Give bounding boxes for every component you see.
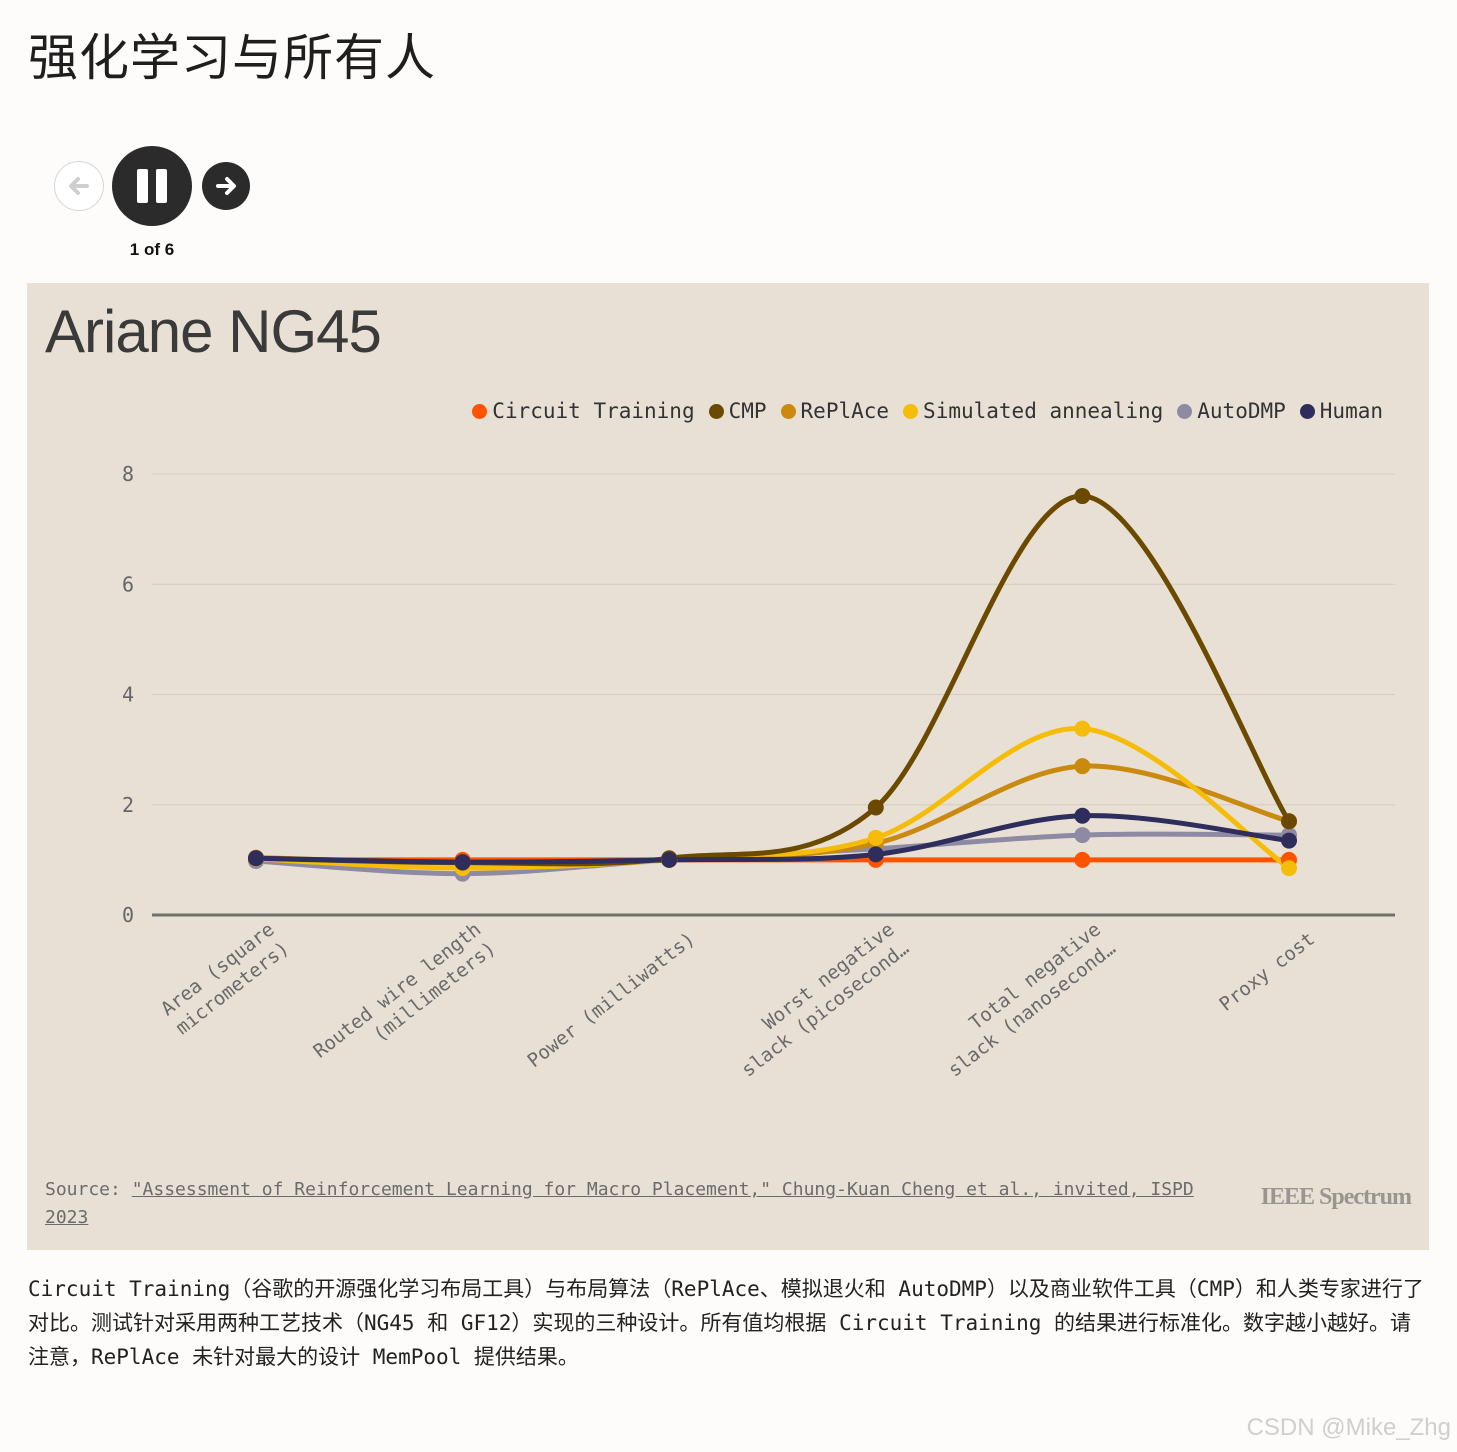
line-chart: 0 2 4 6 8 Area (squaremicrometers) Routed wire…	[122, 462, 1395, 1081]
data-point	[248, 850, 264, 867]
y-tick-label: 0	[122, 903, 134, 927]
legend-item[interactable]: Circuit Training	[472, 399, 695, 423]
series-line	[253, 763, 1292, 866]
data-point	[867, 846, 884, 863]
x-tick-label-line: Routed wire length	[309, 918, 485, 1062]
x-tick-label: Routed wire length(millimeters)	[309, 918, 500, 1081]
data-point	[1074, 851, 1091, 868]
x-tick-label-line: Power (milliwatts)	[523, 928, 699, 1072]
data-point	[1074, 488, 1091, 505]
legend-label: CMP	[728, 399, 767, 423]
arrow-right-icon	[216, 177, 236, 195]
data-point	[867, 799, 884, 816]
x-tick-label: Area (squaremicrometers)	[157, 918, 293, 1039]
chart-card: Ariane NG45 Circuit Training CMP RePlAce Si…	[27, 283, 1429, 1250]
data-point	[867, 829, 884, 846]
y-tick-label: 2	[122, 793, 134, 817]
data-point	[1281, 832, 1297, 849]
chart-legend: Circuit Training CMP RePlAce Simulated anne…	[472, 399, 1383, 423]
legend-swatch	[708, 403, 724, 419]
x-tick-label-line: slack (picosecond…	[737, 937, 913, 1081]
x-tick-label-line: slack (nanosecond…	[944, 937, 1120, 1081]
legend-item[interactable]: RePlAce	[780, 399, 890, 423]
pause-button[interactable]	[112, 146, 192, 226]
x-tick-label-line: Proxy cost	[1215, 928, 1319, 1016]
source-link[interactable]: "Assessment of Reinforcement Learning fo…	[45, 1179, 1194, 1228]
data-point	[1281, 813, 1297, 830]
data-point	[661, 851, 678, 868]
figure-caption: Circuit Training（谷歌的开源强化学习布局工具）与布局算法（ReP…	[28, 1277, 1424, 1369]
page-title: 强化学习与所有人	[28, 29, 436, 87]
legend-label: RePlAce	[800, 399, 890, 423]
legend-label: Human	[1319, 399, 1383, 423]
data-point	[454, 854, 471, 871]
data-point	[1074, 758, 1091, 775]
y-tick-label: 4	[122, 683, 134, 707]
x-tick-label: Proxy cost	[1215, 928, 1319, 1016]
ieee-spectrum-logo: IEEE Spectrum	[1260, 1184, 1412, 1210]
series-line	[253, 726, 1292, 871]
legend-item[interactable]: AutoDMP	[1177, 399, 1286, 423]
legend-label: AutoDMP	[1197, 399, 1286, 423]
legend-swatch	[472, 403, 488, 419]
legend-swatch	[780, 403, 796, 419]
legend-swatch	[903, 403, 919, 419]
chart-title: Ariane NG45	[45, 298, 382, 365]
data-point	[1281, 860, 1297, 877]
next-button[interactable]	[202, 162, 250, 210]
x-tick-label: Total negativeslack (nanosecond…	[929, 918, 1120, 1081]
data-point	[1074, 827, 1091, 844]
watermark: CSDN @Mike_Zhg	[1246, 1414, 1451, 1441]
source-prefix: Source:	[45, 1179, 132, 1200]
legend-label: Circuit Training	[492, 399, 695, 423]
x-tick-label: Power (milliwatts)	[523, 928, 699, 1072]
legend-item[interactable]: Simulated annealing	[903, 399, 1163, 423]
data-point	[1074, 720, 1091, 737]
chart-source: Source: "Assessment of Reinforcement Lea…	[45, 1176, 1225, 1232]
slide-counter: 1 of 6	[129, 240, 175, 259]
series-line	[253, 493, 1292, 867]
legend-item[interactable]: CMP	[708, 399, 767, 423]
y-tick-label: 6	[122, 572, 134, 596]
slideshow-controls: 1 of 6	[54, 146, 254, 266]
prev-button[interactable]	[54, 161, 104, 211]
series-line	[253, 813, 1292, 865]
pause-icon	[137, 169, 167, 203]
arrow-left-icon	[69, 177, 89, 195]
y-tick-label: 8	[122, 462, 134, 486]
legend-label: Simulated annealing	[923, 399, 1164, 423]
data-point	[1074, 807, 1091, 824]
legend-swatch	[1299, 403, 1315, 419]
legend-swatch	[1177, 403, 1193, 419]
x-tick-label: Worst negativeslack (picosecond…	[723, 918, 914, 1081]
legend-item[interactable]: Human	[1299, 399, 1383, 423]
